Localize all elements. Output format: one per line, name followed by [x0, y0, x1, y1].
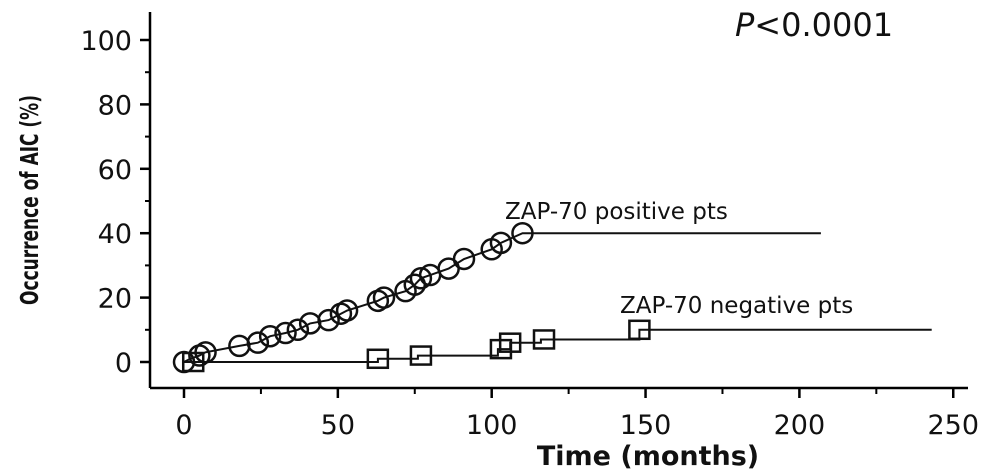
data-point-circle: [511, 221, 534, 245]
series-label-positive: ZAP-70 positive pts: [505, 199, 728, 225]
series-zap70-positive: [172, 221, 821, 374]
data-point-circle: [317, 308, 340, 332]
p-value-annotation: P<0.0001: [735, 6, 893, 44]
y-tick-label: 100: [80, 26, 132, 57]
data-point-circle: [286, 318, 310, 342]
p-value-letter: P: [735, 6, 755, 44]
data-point-square: [409, 345, 433, 366]
y-tick-label: 60: [98, 155, 132, 186]
data-point-circle: [452, 247, 476, 271]
data-point-square: [181, 351, 205, 373]
data-point-square: [532, 329, 556, 350]
data-point-circle: [335, 299, 359, 322]
y-axis-title: Occurrence of AIC (%): [16, 95, 45, 305]
x-tick-label: 150: [620, 410, 672, 441]
axes: 0 20 40 60 80 100 0 50 100 150 200 250: [80, 12, 979, 441]
x-axis-title: Time (months): [537, 441, 759, 472]
data-point-square: [628, 319, 651, 341]
x-tick-label: 250: [927, 410, 979, 441]
series-zap70-negative: [181, 319, 932, 373]
y-tick-label: 80: [98, 90, 132, 121]
data-point-square: [498, 332, 522, 353]
series-line: [184, 328, 932, 363]
data-point-circle: [258, 324, 282, 348]
y-tick-label: 40: [98, 219, 132, 250]
data-point-square: [366, 348, 390, 370]
x-tick-label: 100: [466, 410, 518, 441]
data-point-circle: [372, 286, 396, 309]
series-label-negative: ZAP-70 negative pts: [620, 293, 853, 319]
y-tick-label: 20: [98, 284, 132, 315]
data-point-circle: [489, 231, 513, 255]
y-tick-label: 0: [115, 348, 132, 379]
data-point-circle: [409, 267, 433, 290]
series-line: [183, 232, 821, 363]
x-tick-label: 200: [774, 410, 826, 441]
data-point-circle: [246, 331, 270, 354]
p-value-threshold: <0.0001: [754, 6, 893, 44]
x-tick-label: 50: [321, 410, 355, 441]
x-tick-label: 0: [175, 410, 192, 441]
data-point-circle: [274, 321, 297, 345]
